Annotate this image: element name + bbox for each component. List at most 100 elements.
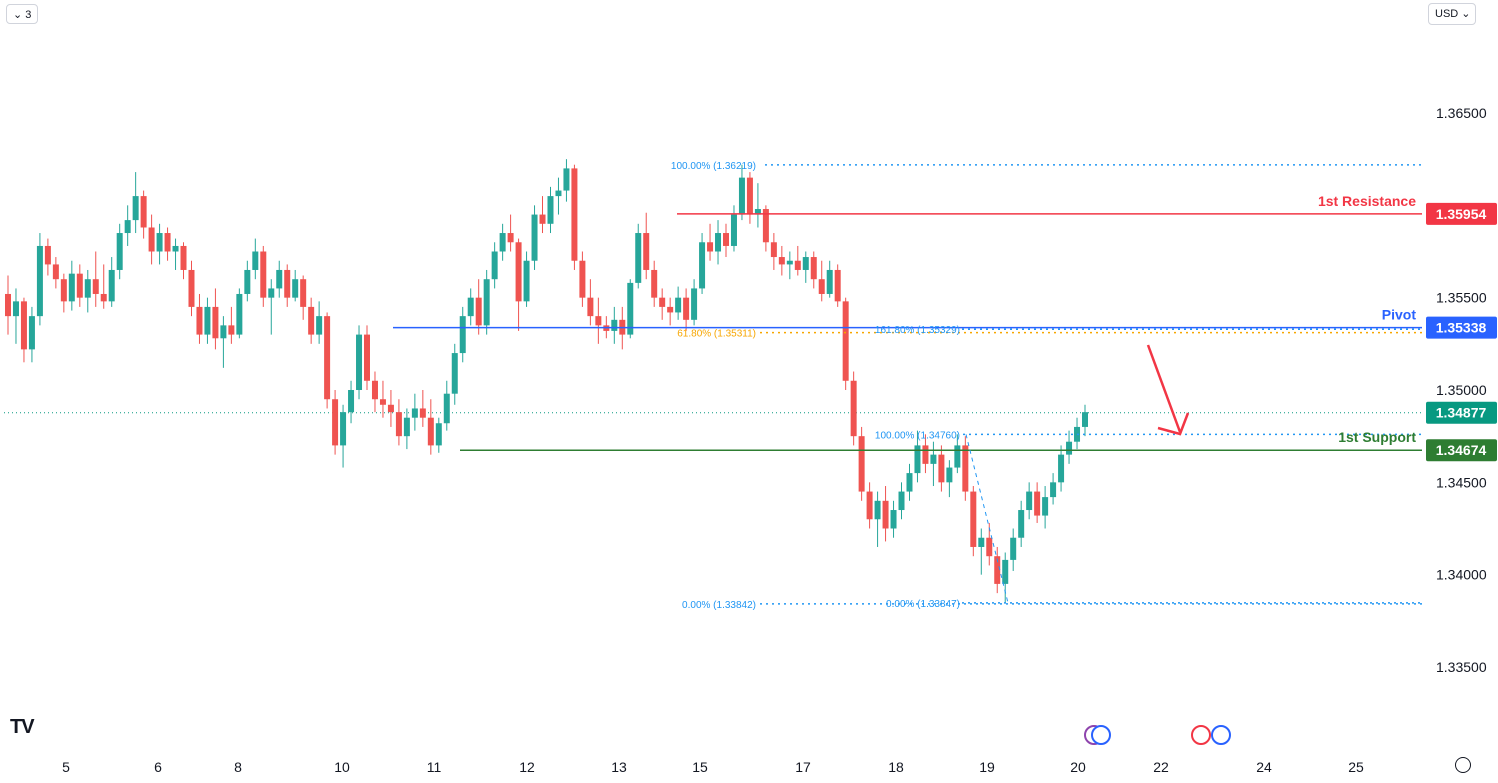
candle	[76, 264, 83, 307]
candle	[20, 297, 27, 363]
candle	[411, 393, 418, 431]
fib-label-100: 100.00% (1.36219)	[671, 161, 756, 172]
candle	[451, 343, 458, 405]
svg-text:1.35338: 1.35338	[1436, 320, 1487, 336]
settings-icon[interactable]	[1455, 757, 1471, 773]
time-tick-label: 6	[154, 759, 162, 775]
candle	[970, 486, 977, 557]
price-tick-label: 1.33500	[1436, 659, 1487, 675]
candle	[786, 251, 793, 280]
candle	[220, 316, 227, 368]
candle	[252, 238, 259, 280]
candle	[1058, 445, 1065, 492]
price-axis[interactable]: 1.36500 1.35500 1.35000 1.34500 1.34000 1.335…	[1436, 105, 1487, 675]
candle	[164, 227, 171, 261]
candle	[866, 482, 873, 529]
candle	[858, 426, 865, 501]
candle	[284, 264, 291, 307]
candle	[962, 436, 969, 501]
candle	[427, 399, 434, 455]
candle	[539, 196, 546, 234]
candle	[715, 220, 722, 265]
time-tick-label: 17	[795, 759, 811, 775]
candle	[180, 242, 187, 280]
candle	[316, 301, 323, 344]
candle	[467, 288, 474, 326]
current-price-tag: 1.34877	[1426, 401, 1497, 424]
candle	[691, 279, 698, 326]
candle	[92, 251, 99, 307]
candle	[100, 264, 107, 309]
candle	[148, 214, 155, 265]
candle	[1050, 473, 1057, 505]
candle	[683, 288, 690, 331]
candle	[723, 223, 729, 258]
economic-event-icon[interactable]	[1191, 725, 1211, 745]
candle	[515, 238, 522, 331]
candle	[395, 399, 402, 446]
down-arrow-annotation[interactable]	[1146, 344, 1190, 436]
candle	[324, 312, 331, 409]
candle	[244, 260, 251, 302]
candle	[595, 297, 602, 344]
candle	[954, 434, 961, 474]
candle	[802, 251, 809, 283]
time-tick-label: 11	[427, 759, 442, 775]
candle	[1066, 430, 1073, 464]
candle	[292, 269, 299, 302]
pivot-price-tag: 1.35338	[1426, 316, 1497, 339]
time-tick-label: 18	[888, 759, 904, 775]
candle	[762, 205, 769, 252]
candle	[124, 205, 131, 246]
time-tick-label: 10	[334, 759, 350, 775]
candle	[978, 528, 985, 575]
candle	[874, 491, 881, 547]
candle	[826, 260, 833, 298]
interval-selector[interactable]: ⌄ 3	[6, 4, 39, 24]
candle	[475, 279, 482, 335]
candle	[754, 183, 761, 228]
candle	[882, 486, 889, 542]
time-tick-label: 20	[1070, 759, 1086, 775]
economic-event-icon[interactable]	[1091, 725, 1111, 745]
candle	[579, 251, 586, 307]
candle	[300, 275, 307, 320]
price-tick-label: 1.35500	[1436, 290, 1487, 306]
candle	[1042, 486, 1049, 529]
candle	[268, 279, 275, 335]
candle	[84, 269, 91, 313]
support-label: 1st Support	[1338, 429, 1416, 445]
time-tick-label: 24	[1256, 759, 1272, 775]
time-tick-label: 8	[234, 759, 242, 775]
candle	[172, 238, 179, 270]
candle	[778, 245, 785, 276]
candle	[204, 297, 211, 344]
time-axis[interactable]: 5 6 8 10 11 12 13 15 17 18 19 20 22 24 25	[62, 759, 1364, 775]
candle	[1074, 417, 1081, 450]
price-tick-label: 1.34500	[1436, 474, 1487, 490]
economic-event-icon[interactable]	[1211, 725, 1231, 745]
candle	[36, 233, 43, 326]
candle	[986, 522, 993, 566]
candle	[659, 288, 666, 320]
candle	[707, 223, 714, 261]
fib-label-ext-100: 100.00% (1.34760)	[875, 430, 960, 441]
candle	[483, 269, 490, 335]
candle	[132, 172, 139, 234]
candle	[356, 325, 363, 400]
candle	[667, 297, 674, 326]
fib-connector	[965, 434, 1009, 604]
currency-selector[interactable]: USD ⌄	[1428, 3, 1476, 25]
time-tick-label: 13	[611, 759, 627, 775]
candle	[818, 260, 825, 302]
time-tick-label: 25	[1348, 759, 1364, 775]
candle	[507, 214, 514, 252]
candle	[1010, 528, 1017, 571]
candle	[922, 434, 929, 474]
time-tick-label: 12	[519, 759, 535, 775]
candle	[898, 482, 905, 520]
candle	[571, 164, 578, 270]
candle	[930, 441, 937, 487]
support-price-tag: 1.34674	[1426, 439, 1497, 462]
